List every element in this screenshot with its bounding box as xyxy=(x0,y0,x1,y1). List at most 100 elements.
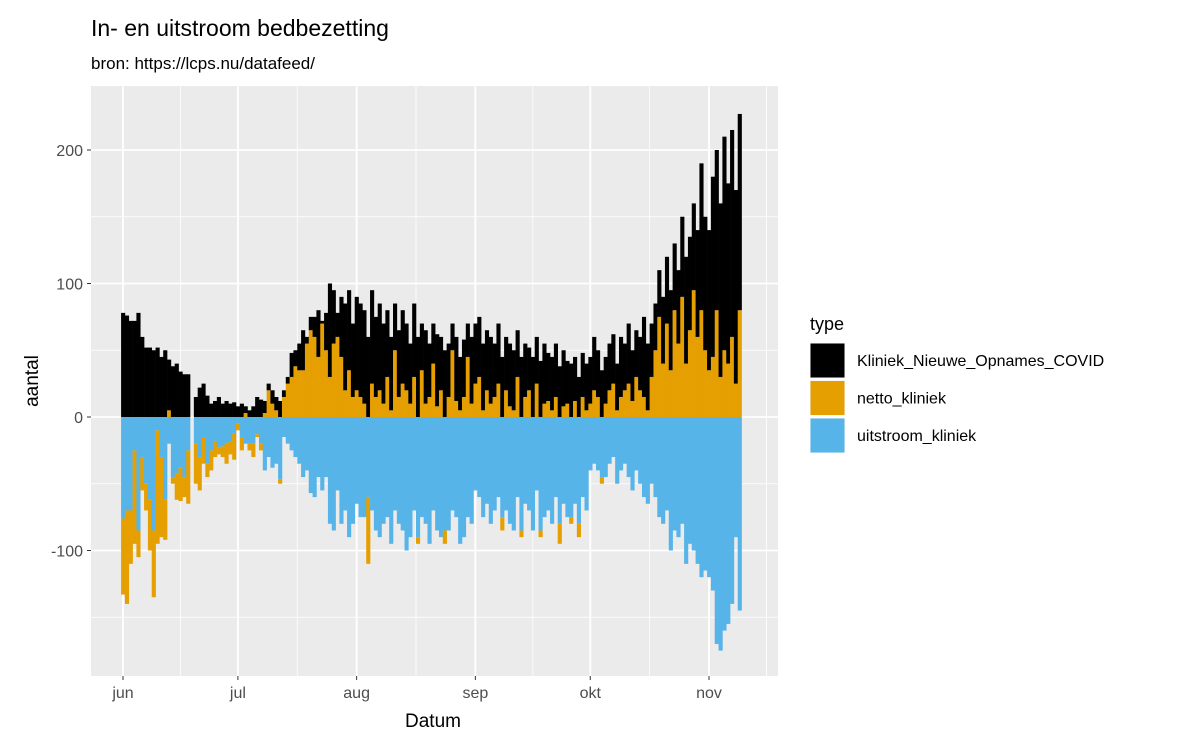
x-axis-label: Datum xyxy=(405,711,461,732)
bar-uitstroom_kliniek xyxy=(327,417,333,524)
bar-netto_kliniek xyxy=(504,390,509,417)
bar-Kliniek_Nieuwe_Opnames_COVID xyxy=(684,256,689,364)
bar-uitstroom_kliniek xyxy=(477,417,482,498)
bar-netto_kliniek xyxy=(496,383,501,417)
bar-uitstroom_kliniek xyxy=(170,417,176,478)
bar-uitstroom_kliniek xyxy=(726,417,731,624)
bar-netto_kliniek xyxy=(515,376,520,417)
bar-netto_kliniek xyxy=(473,383,478,417)
bar-uitstroom_kliniek xyxy=(573,417,578,504)
bar-uitstroom_kliniek xyxy=(270,417,275,468)
bar-Kliniek_Nieuwe_Opnames_COVID xyxy=(213,400,218,417)
bar-netto_kliniek xyxy=(630,400,635,417)
bar-Kliniek_Nieuwe_Opnames_COVID xyxy=(542,343,547,404)
bar-netto_kliniek xyxy=(538,530,543,538)
bar-Kliniek_Nieuwe_Opnames_COVID xyxy=(599,370,604,417)
bar-uitstroom_kliniek xyxy=(469,417,474,524)
bar-uitstroom_kliniek xyxy=(565,417,570,518)
bar-uitstroom_kliniek xyxy=(450,417,455,511)
bar-Kliniek_Nieuwe_Opnames_COVID xyxy=(676,270,681,344)
bar-netto_kliniek xyxy=(205,463,210,478)
bar-netto_kliniek xyxy=(588,403,593,417)
bar-uitstroom_kliniek xyxy=(519,417,524,531)
bar-netto_kliniek xyxy=(358,396,363,417)
bar-netto_kliniek xyxy=(335,336,340,417)
y-axis-ticks: -100 0 100 200 xyxy=(51,143,91,561)
bar-uitstroom_kliniek xyxy=(496,417,501,498)
bar-netto_kliniek xyxy=(235,423,241,431)
bar-netto_kliniek xyxy=(611,383,616,417)
bar-uitstroom_kliniek xyxy=(699,417,704,578)
bar-uitstroom_kliniek xyxy=(580,417,585,498)
bar-uitstroom_kliniek xyxy=(281,417,287,438)
bar-uitstroom_kliniek xyxy=(484,417,490,504)
bar-Kliniek_Nieuwe_Opnames_COVID xyxy=(408,343,413,404)
bar-Kliniek_Nieuwe_Opnames_COVID xyxy=(205,395,210,417)
bar-netto_kliniek xyxy=(258,443,264,451)
bar-netto_kliniek xyxy=(262,412,267,417)
bar-netto_kliniek xyxy=(266,390,271,417)
bar-uitstroom_kliniek xyxy=(144,417,149,484)
bar-netto_kliniek xyxy=(312,336,317,417)
bar-netto_kliniek xyxy=(255,434,260,438)
bar-Kliniek_Nieuwe_Opnames_COVID xyxy=(496,323,501,384)
bar-netto_kliniek xyxy=(343,390,348,417)
bar-Kliniek_Nieuwe_Opnames_COVID xyxy=(121,312,126,417)
y-axis-label: aantal xyxy=(22,355,43,407)
bar-netto_kliniek xyxy=(553,396,559,417)
bar-Kliniek_Nieuwe_Opnames_COVID xyxy=(695,230,700,337)
bar-netto_kliniek xyxy=(492,396,497,417)
bar-uitstroom_kliniek xyxy=(500,417,505,518)
bar-netto_kliniek xyxy=(557,523,562,544)
bar-uitstroom_kliniek xyxy=(599,417,604,478)
bar-Kliniek_Nieuwe_Opnames_COVID xyxy=(373,316,378,397)
bar-uitstroom_kliniek xyxy=(461,417,467,538)
bar-netto_kliniek xyxy=(500,517,505,531)
bar-uitstroom_kliniek xyxy=(515,417,520,498)
bar-Kliniek_Nieuwe_Opnames_COVID xyxy=(224,400,229,417)
bar-uitstroom_kliniek xyxy=(588,417,593,471)
bar-netto_kliniek xyxy=(396,396,401,417)
bar-Kliniek_Nieuwe_Opnames_COVID xyxy=(182,374,187,417)
bar-netto_kliniek xyxy=(649,376,654,417)
bar-Kliniek_Nieuwe_Opnames_COVID xyxy=(389,336,394,411)
bar-uitstroom_kliniek xyxy=(638,417,643,484)
bar-uitstroom_kliniek xyxy=(278,417,283,480)
bar-netto_kliniek xyxy=(641,396,647,417)
bar-uitstroom_kliniek xyxy=(167,417,172,444)
bar-uitstroom_kliniek xyxy=(213,417,218,442)
bar-Kliniek_Nieuwe_Opnames_COVID xyxy=(331,290,336,344)
bar-uitstroom_kliniek xyxy=(174,417,179,474)
bar-Kliniek_Nieuwe_Opnames_COVID xyxy=(155,347,160,417)
bar-Kliniek_Nieuwe_Opnames_COVID xyxy=(596,350,601,397)
bar-netto_kliniek xyxy=(415,537,421,544)
bar-netto_kliniek xyxy=(596,396,601,417)
bar-uitstroom_kliniek xyxy=(645,417,650,504)
bar-uitstroom_kliniek xyxy=(695,417,700,564)
bar-Kliniek_Nieuwe_Opnames_COVID xyxy=(128,320,133,417)
bar-netto_kliniek xyxy=(121,518,126,595)
bar-netto_kliniek xyxy=(684,363,689,417)
bar-netto_kliniek xyxy=(511,410,516,417)
y-tick-label: -100 xyxy=(51,544,83,561)
bar-Kliniek_Nieuwe_Opnames_COVID xyxy=(304,336,310,344)
bar-Kliniek_Nieuwe_Opnames_COVID xyxy=(488,336,493,404)
bar-uitstroom_kliniek xyxy=(596,417,601,471)
bar-Kliniek_Nieuwe_Opnames_COVID xyxy=(450,323,455,351)
bar-netto_kliniek xyxy=(419,370,424,417)
bar-Kliniek_Nieuwe_Opnames_COVID xyxy=(534,336,539,384)
bar-netto_kliniek xyxy=(584,410,589,417)
bar-netto_kliniek xyxy=(653,350,658,417)
bar-Kliniek_Nieuwe_Opnames_COVID xyxy=(147,347,153,417)
bar-uitstroom_kliniek xyxy=(672,417,677,531)
bar-uitstroom_kliniek xyxy=(366,417,371,498)
bar-netto_kliniek xyxy=(163,499,168,540)
x-tick-label: jul xyxy=(229,685,246,702)
bar-Kliniek_Nieuwe_Opnames_COVID xyxy=(427,343,432,397)
bar-netto_kliniek xyxy=(565,403,570,417)
bar-uitstroom_kliniek xyxy=(124,417,130,511)
bar-netto_kliniek xyxy=(730,336,735,417)
bar-netto_kliniek xyxy=(488,403,493,417)
bar-uitstroom_kliniek xyxy=(316,417,321,478)
